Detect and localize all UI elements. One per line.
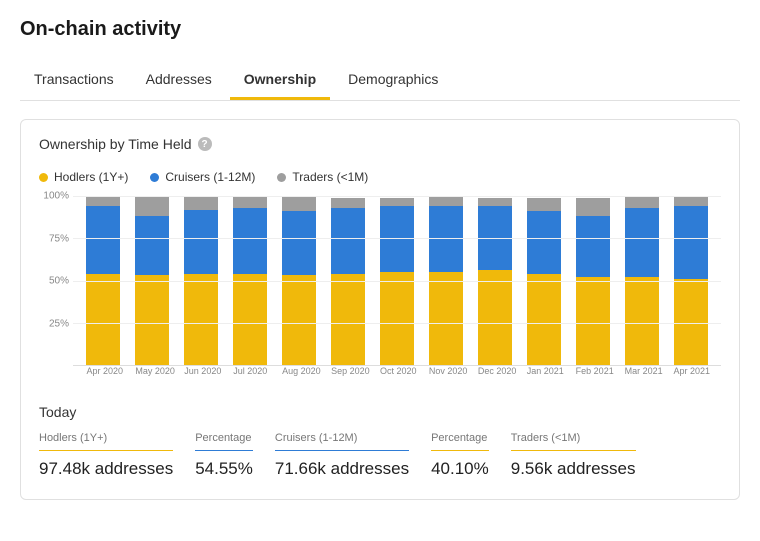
grid-line <box>73 196 721 197</box>
stat-block: Percentage 54.55% <box>195 432 253 479</box>
legend-dot-icon <box>277 173 286 182</box>
bar-segment-hodlers <box>625 277 659 365</box>
tab-demographics[interactable]: Demographics <box>334 63 452 100</box>
bar-segment-traders <box>233 196 267 208</box>
bar-segment-cruisers <box>527 211 561 274</box>
bar-segment-hodlers <box>86 274 120 365</box>
x-axis-label: Apr 2021 <box>674 366 708 386</box>
tab-addresses[interactable]: Addresses <box>132 63 226 100</box>
y-axis-label: 25% <box>49 318 69 329</box>
card-title-text: Ownership by Time Held <box>39 136 192 152</box>
legend-dot-icon <box>39 173 48 182</box>
legend-item: Traders (<1M) <box>277 170 368 184</box>
bar-segment-hodlers <box>331 274 365 365</box>
bar-segment-traders <box>86 196 120 206</box>
legend: Hodlers (1Y+) Cruisers (1-12M) Traders (<1… <box>39 170 721 184</box>
bar-segment-hodlers <box>282 275 316 365</box>
bar-segment-hodlers <box>135 275 169 365</box>
bar-segment-cruisers <box>86 206 120 274</box>
bar-segment-cruisers <box>282 211 316 275</box>
page-title: On-chain activity <box>20 18 740 41</box>
stat-block: Cruisers (1-12M) 71.66k addresses <box>275 432 409 479</box>
bar-segment-hodlers <box>380 272 414 365</box>
bar-segment-hodlers <box>184 274 218 365</box>
x-axis-label: Jan 2021 <box>527 366 561 386</box>
y-axis-label: 100% <box>43 191 69 202</box>
bar-segment-cruisers <box>674 206 708 279</box>
stat-label: Hodlers (1Y+) <box>39 432 173 451</box>
stat-value: 54.55% <box>195 459 253 479</box>
grid-line <box>73 281 721 282</box>
x-axis-label: May 2020 <box>135 366 169 386</box>
stat-label: Percentage <box>431 432 489 451</box>
stat-value: 40.10% <box>431 459 489 479</box>
stat-label: Traders (<1M) <box>511 432 636 451</box>
bar-segment-hodlers <box>478 270 512 365</box>
legend-label: Hodlers (1Y+) <box>54 170 128 184</box>
x-axis-label: Dec 2020 <box>478 366 512 386</box>
grid-line <box>73 323 721 324</box>
ownership-chart: 100%75%50%25% Apr 2020May 2020Jun 2020Ju… <box>39 196 721 386</box>
today-label: Today <box>39 404 721 420</box>
ownership-card: Ownership by Time Held ? Hodlers (1Y+) Cr… <box>20 119 740 500</box>
stat-block: Percentage 40.10% <box>431 432 489 479</box>
tabs: TransactionsAddressesOwnershipDemographi… <box>20 63 740 101</box>
legend-dot-icon <box>150 173 159 182</box>
stat-value: 9.56k addresses <box>511 459 636 479</box>
tab-transactions[interactable]: Transactions <box>20 63 128 100</box>
x-axis-label: Jun 2020 <box>184 366 218 386</box>
bar-segment-cruisers <box>625 208 659 277</box>
plot-area <box>73 196 721 366</box>
stat-label: Percentage <box>195 432 253 451</box>
bar-segment-hodlers <box>233 274 267 365</box>
bar-segment-cruisers <box>233 208 267 274</box>
tab-ownership[interactable]: Ownership <box>230 63 330 100</box>
bar-segment-hodlers <box>429 272 463 365</box>
bar-segment-cruisers <box>184 210 218 274</box>
bar-segment-traders <box>135 196 169 216</box>
bar-segment-traders <box>625 196 659 208</box>
y-axis-label: 50% <box>49 276 69 287</box>
x-axis-label: Feb 2021 <box>576 366 610 386</box>
legend-item: Cruisers (1-12M) <box>150 170 255 184</box>
bar-segment-cruisers <box>576 216 610 277</box>
legend-item: Hodlers (1Y+) <box>39 170 128 184</box>
card-title: Ownership by Time Held ? <box>39 136 721 152</box>
bar-segment-traders <box>527 198 561 212</box>
today-stats: Hodlers (1Y+) 97.48k addresses Percentage 5… <box>39 432 721 479</box>
x-axis-label: Apr 2020 <box>86 366 120 386</box>
legend-label: Traders (<1M) <box>292 170 368 184</box>
x-axis-label: Jul 2020 <box>233 366 267 386</box>
stat-block: Hodlers (1Y+) 97.48k addresses <box>39 432 173 479</box>
info-icon[interactable]: ? <box>198 137 212 151</box>
bar-segment-hodlers <box>527 274 561 365</box>
x-axis: Apr 2020 May 2020 Jun 2020 Jul 2020 Aug 2020… <box>73 366 721 386</box>
bar-segment-traders <box>674 196 708 206</box>
legend-label: Cruisers (1-12M) <box>165 170 255 184</box>
bar-segment-traders <box>429 196 463 206</box>
x-axis-label: Nov 2020 <box>429 366 463 386</box>
bar-segment-traders <box>380 198 414 206</box>
bar-segment-traders <box>331 198 365 208</box>
bar-segment-cruisers <box>331 208 365 274</box>
bar-segment-hodlers <box>576 277 610 365</box>
bar-segment-traders <box>478 198 512 206</box>
x-axis-label: Aug 2020 <box>282 366 316 386</box>
x-axis-label: Sep 2020 <box>331 366 365 386</box>
grid-line <box>73 238 721 239</box>
stat-value: 97.48k addresses <box>39 459 173 479</box>
bar-segment-traders <box>184 196 218 210</box>
y-axis: 100%75%50%25% <box>39 196 73 366</box>
x-axis-label: Oct 2020 <box>380 366 414 386</box>
stat-label: Cruisers (1-12M) <box>275 432 409 451</box>
stat-value: 71.66k addresses <box>275 459 409 479</box>
bar-segment-traders <box>282 196 316 211</box>
y-axis-label: 75% <box>49 233 69 244</box>
bar-segment-traders <box>576 198 610 217</box>
stat-block: Traders (<1M) 9.56k addresses <box>511 432 636 479</box>
bar-segment-cruisers <box>135 216 169 275</box>
x-axis-label: Mar 2021 <box>625 366 659 386</box>
